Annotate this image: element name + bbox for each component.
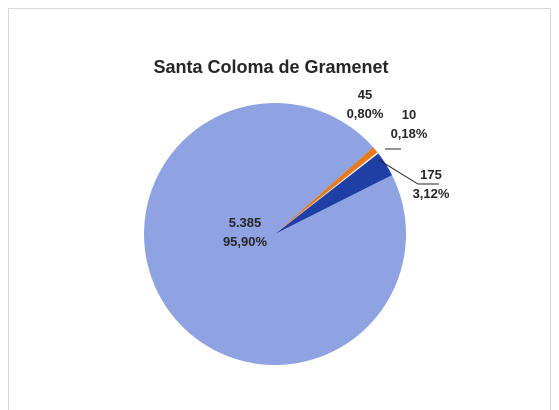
data-label-percent: 3,12% xyxy=(413,186,450,201)
data-label-value: 10 xyxy=(402,107,416,122)
pie-slice-175 xyxy=(275,153,393,234)
data-label-percent: 0,80% xyxy=(347,106,384,121)
leader-lines xyxy=(378,148,439,185)
chart-area: Santa Coloma de Gramenet 5.385 95,90% 45 0,… xyxy=(8,8,551,410)
pie-slice-5.385 xyxy=(144,103,407,366)
pie-chart: Santa Coloma de Gramenet 5.385 95,90% 45 0,… xyxy=(144,57,450,366)
pie-slices xyxy=(144,103,407,366)
pie-slice-10 xyxy=(274,151,379,235)
pie-slice-45 xyxy=(275,147,378,234)
data-label-value: 5.385 xyxy=(229,215,262,230)
chart-title: Santa Coloma de Gramenet xyxy=(153,57,388,77)
data-label-value: 45 xyxy=(358,87,372,102)
data-labels: 5.385 95,90% 45 0,80% 10 0,18% 175 3,12% xyxy=(223,87,450,249)
leader-line-175 xyxy=(378,159,439,185)
data-label-value: 175 xyxy=(420,167,442,182)
data-label-percent: 95,90% xyxy=(223,234,268,249)
data-label-percent: 0,18% xyxy=(391,126,428,141)
